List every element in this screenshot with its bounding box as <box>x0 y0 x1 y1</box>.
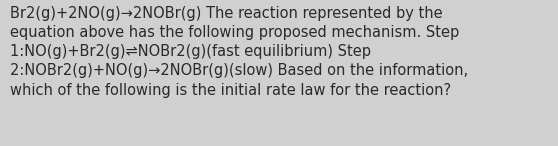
Text: Br2(g)+2NO(g)→2NOBr(g) The reaction represented by the
equation above has the fo: Br2(g)+2NO(g)→2NOBr(g) The reaction repr… <box>10 6 468 98</box>
